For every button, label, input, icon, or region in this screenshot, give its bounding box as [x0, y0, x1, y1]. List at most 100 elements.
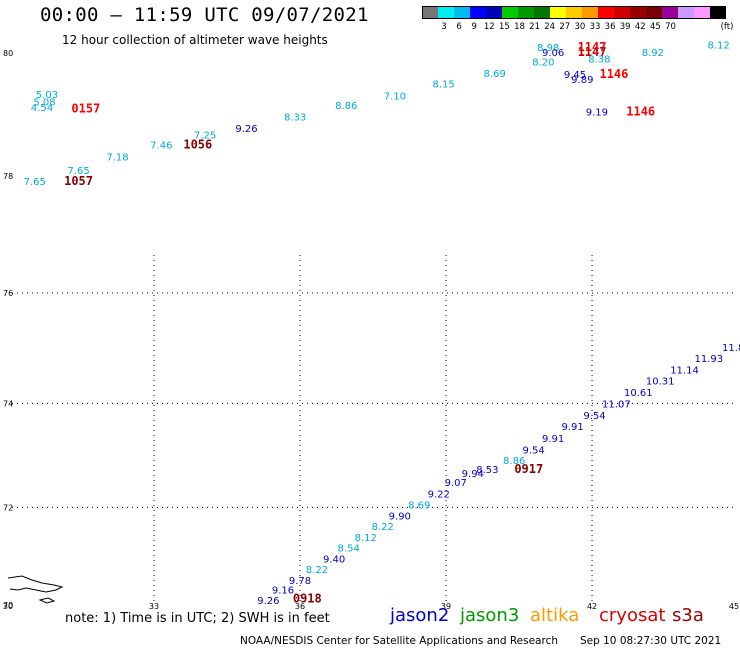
pass-time-label: 1146	[599, 67, 628, 81]
wave-height-value: 10.61	[624, 388, 653, 399]
pass-time-label: 0918	[293, 592, 322, 606]
wave-height-value: 10.31	[646, 377, 675, 388]
color-scale-tick-label: 30	[574, 22, 586, 32]
color-scale-tick-label: 6	[456, 22, 462, 32]
pass-time-label: 0917	[514, 462, 543, 476]
satellite-legend-jason3: jason3	[460, 605, 520, 626]
satellite-legend-altika: altika	[530, 605, 580, 626]
wave-height-value: 8.53	[476, 465, 498, 476]
satellite-legend-jason2: jason2	[390, 605, 450, 626]
color-scale-tick-label: 36	[604, 22, 616, 32]
wave-height-value: 7.65	[24, 177, 46, 188]
wave-height-value: 8.98	[537, 43, 559, 54]
wave-height-value: 9.78	[289, 576, 311, 587]
graticule	[12, 255, 735, 605]
latitude-label: 76	[3, 289, 13, 298]
wave-height-value: 5.03	[36, 90, 58, 101]
svalbard-coast-fragment	[7, 575, 64, 593]
coastline	[7, 575, 64, 604]
longitude-label: 33	[149, 602, 159, 611]
longitude-label: 30	[3, 602, 13, 611]
wave-height-value: 8.15	[432, 80, 454, 91]
wave-height-value: 7.10	[384, 91, 406, 102]
wave-height-value: 8.38	[588, 54, 610, 65]
color-scale-tick-label: 3	[441, 22, 447, 32]
wave-height-value: 9.89	[571, 75, 593, 86]
page-title: 00:00 – 11:59 UTC 09/07/2021	[40, 4, 369, 26]
color-scale-tick-label: 18	[514, 22, 525, 32]
pass-time-label: 0157	[71, 101, 100, 115]
wave-height-value: 9.22	[428, 489, 450, 500]
pass-time-label: 1056	[183, 137, 212, 151]
color-scale-tick-label: 15	[498, 22, 510, 32]
wave-height-value: 9.94	[462, 469, 484, 480]
color-scale-tick-label: 21	[529, 22, 540, 32]
wave-height-value: 8.92	[642, 48, 664, 59]
wave-height-value: 8.20	[532, 58, 554, 69]
wave-height-value: 9.91	[561, 422, 583, 433]
wave-height-value: 11.14	[670, 366, 699, 377]
latitude-label: 80	[3, 49, 13, 58]
wave-height-value: 9.91	[542, 434, 564, 445]
color-scale-tick-label: 12	[483, 22, 495, 32]
wave-height-value: 8.12	[355, 533, 377, 544]
wave-height-value: 7.18	[106, 153, 128, 164]
wave-height-value: 8.86	[503, 456, 525, 467]
color-scale-tick-label: 33	[589, 22, 601, 32]
wave-height-value: 8.22	[372, 522, 394, 533]
page-subtitle: 12 hour collection of altimeter wave hei…	[62, 33, 328, 47]
credit-line: NOAA/NESDIS Center for Satellite Applica…	[240, 635, 558, 647]
wave-height-value: 9.26	[257, 596, 279, 607]
color-scale-unit: (ft)	[720, 22, 734, 32]
wave-height-value: 7.65	[67, 166, 89, 177]
pass-time-label: 1057	[64, 174, 93, 188]
latitude-label: 78	[3, 172, 13, 181]
color-scale-border	[422, 6, 726, 19]
wave-height-value: 8.33	[284, 112, 306, 123]
generated-timestamp: Sep 10 08:27:30 UTC 2021	[580, 635, 722, 647]
color-scale-tick-label: 42	[634, 22, 646, 32]
latitude-label: 74	[3, 399, 13, 408]
wave-height-value: 9.54	[583, 411, 605, 422]
latitude-label: 72	[3, 503, 13, 512]
color-scale-tick-label: 24	[544, 22, 556, 32]
island-fragment	[38, 597, 56, 604]
wave-height-value: 9.16	[272, 586, 294, 597]
wave-height-value: 7.25	[194, 131, 216, 142]
wave-height-value: 7.46	[150, 140, 172, 151]
color-scale-tick-label: 9	[471, 22, 477, 32]
wave-height-value: 11.93	[695, 354, 724, 365]
wave-height-value: 8.54	[338, 544, 360, 555]
wave-height-value: 8.12	[707, 41, 729, 52]
pass-time-label: 1147	[578, 45, 607, 59]
wave-height-value: 8.22	[306, 565, 328, 576]
legend-note: note: 1) Time is in UTC; 2) SWH is in fe…	[65, 611, 330, 626]
wave-height-value: 11.07	[602, 400, 631, 411]
color-scale-tick-label: 39	[619, 22, 631, 32]
longitude-label: 45	[729, 602, 739, 611]
color-scale-tick-label: 45	[649, 22, 661, 32]
color-scale-tick-label: 70	[665, 22, 676, 32]
wave-height-value: 9.45	[564, 70, 586, 81]
wave-height-value: 8.86	[335, 101, 357, 112]
latitude-label: 70	[3, 601, 13, 610]
wave-height-value: 9.40	[323, 554, 345, 565]
satellite-legend-cryosat: cryosat	[599, 605, 666, 626]
satellite-legend-s3a: s3a	[672, 605, 704, 626]
longitude-label: 39	[441, 602, 451, 611]
wave-height-value: 9.26	[235, 124, 257, 135]
longitude-label: 36	[295, 602, 305, 611]
wave-height-value: 9.54	[523, 446, 545, 457]
wave-height-value: 8.69	[484, 69, 506, 80]
wave-height-value: 9.06	[542, 48, 564, 59]
wave-height-value: 9.19	[586, 107, 608, 118]
wave-height-value: 9.90	[389, 511, 411, 522]
wave-height-value: 4.54	[31, 103, 53, 114]
wave-height-value: 11.8	[722, 343, 740, 354]
wave-height-value: 8.69	[408, 500, 430, 511]
wave-height-value: 9.07	[445, 478, 467, 489]
